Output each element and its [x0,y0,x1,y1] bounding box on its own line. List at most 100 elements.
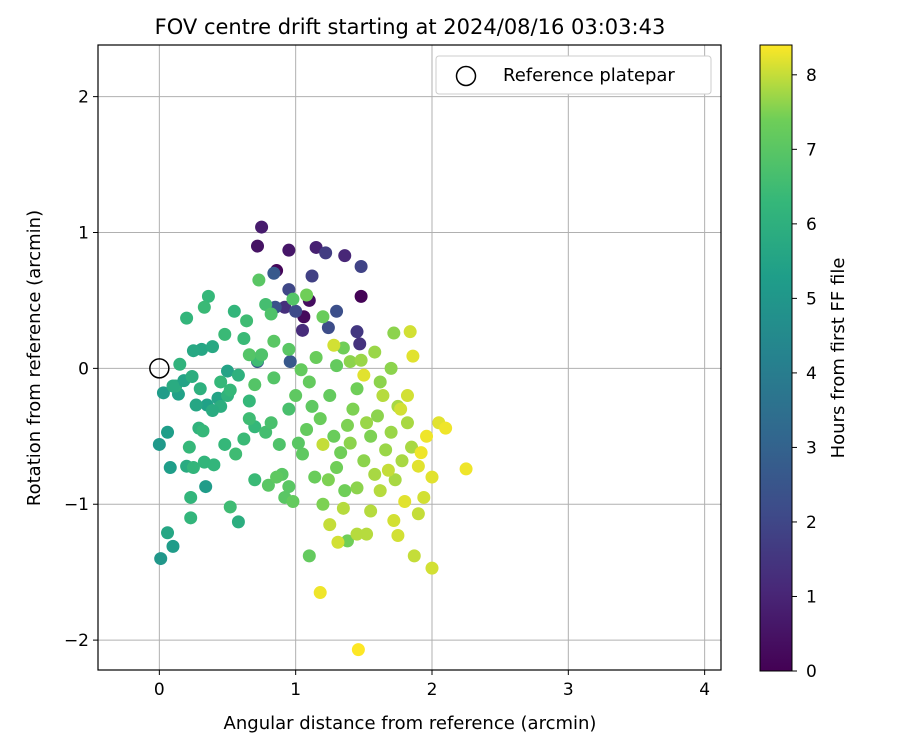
data-point [282,402,296,416]
data-point [343,355,357,369]
data-point [407,549,421,563]
data-point [207,458,221,472]
data-point [316,310,330,324]
data-point [283,355,297,369]
x-tick-label: 2 [427,680,438,700]
grid-lines [98,45,721,670]
data-point [300,423,314,437]
data-point [206,403,220,417]
data-point [354,289,368,303]
data-point [295,323,309,337]
x-tick-label: 1 [290,680,301,700]
data-point [161,425,175,439]
data-point [354,259,368,273]
data-point [197,300,211,314]
data-point [259,425,273,439]
x-tick-label: 4 [699,680,710,700]
x-tick-label: 3 [563,680,574,700]
colorbar-tick-label: 6 [806,215,817,235]
data-point [400,389,414,403]
colorbar [759,44,793,672]
data-point [166,539,180,553]
data-point [152,437,166,451]
data-point [309,240,323,254]
data-point [227,304,241,318]
data-point [327,429,341,443]
data-point [237,432,251,446]
data-point [242,348,256,362]
data-point [291,436,305,450]
data-point [196,424,210,438]
data-point [286,495,300,509]
data-point [394,402,408,416]
data-point [376,389,390,403]
data-point [286,292,300,306]
data-point [405,440,419,454]
data-point [186,344,200,358]
data-point [323,389,337,403]
data-point [403,325,417,339]
data-point [350,481,364,495]
data-point [350,382,364,396]
data-point [350,527,364,541]
legend: Reference platepar [435,55,712,95]
data-point [368,467,382,481]
data-point [411,507,425,521]
data-point [185,370,199,384]
data-point [364,504,378,518]
data-point [282,243,296,257]
data-point [259,298,273,312]
data-point [300,288,314,302]
data-point [395,454,409,468]
data-point [267,371,281,385]
colorbar-tick-label: 5 [806,289,817,309]
colorbar-ticks: 0 1 2 3 4 5 6 7 8 [792,66,817,682]
data-point [338,249,352,263]
x-tick-label: 0 [154,680,165,700]
data-point [387,326,401,340]
colorbar-tick-label: 0 [806,662,817,682]
data-point [278,300,292,314]
data-point [346,402,360,416]
data-point [351,643,365,657]
y-tick-label: −1 [64,495,89,515]
data-point [379,443,393,457]
colorbar-tick-label: 4 [806,364,817,384]
data-point [267,266,281,280]
data-point [302,549,316,563]
data-point [357,368,371,382]
data-point [334,446,348,460]
data-point [309,351,323,364]
data-point [231,368,245,382]
data-point [321,321,335,335]
legend-label: Reference platepar [503,65,675,86]
data-point [370,409,384,423]
data-point [330,304,344,318]
y-tick-label: 2 [78,88,89,108]
y-tick-label: 0 [78,359,89,379]
data-point [354,353,368,367]
y-tick-label: 1 [78,224,89,244]
y-tick-label: −2 [64,631,89,651]
data-point [182,440,196,454]
data-point [439,421,453,435]
data-point [459,462,473,476]
data-point [229,447,243,461]
data-point [384,361,398,375]
data-point [308,470,322,484]
colorbar-tick-label: 3 [806,438,817,458]
data-point [321,473,335,487]
data-point [343,436,357,450]
data-point [255,220,269,234]
data-point [420,429,434,443]
data-point [270,470,284,484]
data-point [193,382,207,396]
data-point [201,289,215,303]
data-point [411,459,425,473]
data-point [425,470,439,484]
data-point [319,246,333,260]
data-point [336,501,350,515]
legend-box [435,55,712,95]
